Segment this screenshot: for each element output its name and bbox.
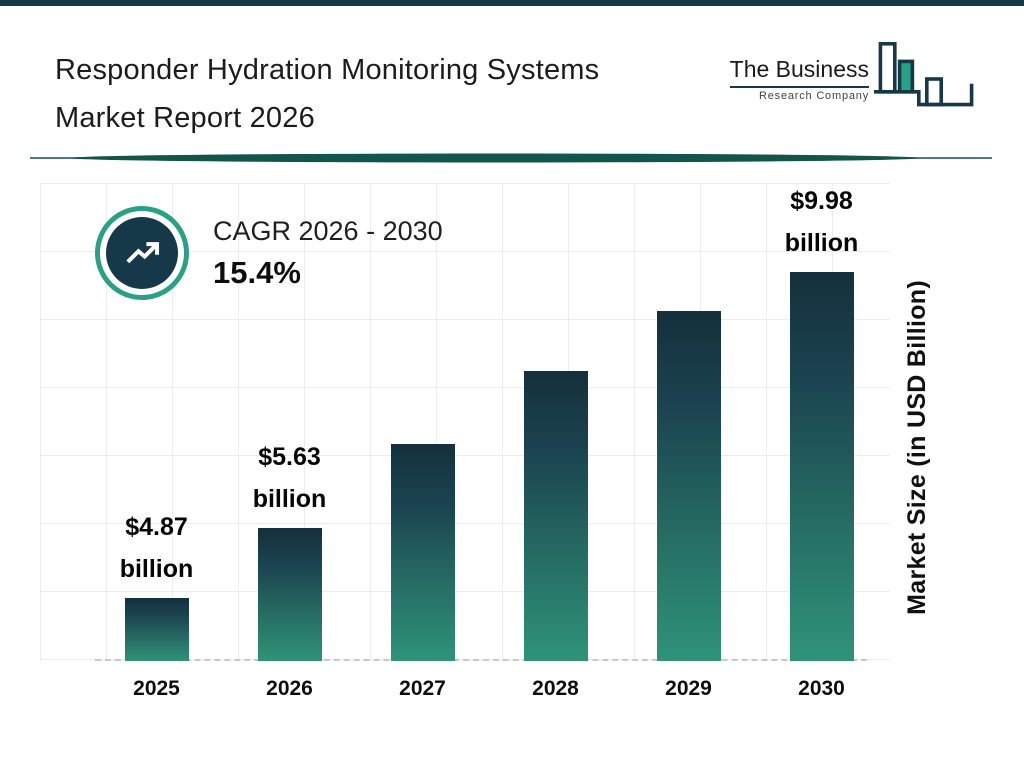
bar-column: $4.87 billion [90,506,223,661]
page-title-line1: Responder Hydration Monitoring Systems [55,54,600,86]
bar-2027 [390,444,455,661]
page-title: Responder Hydration Monitoring Systems M… [55,46,599,142]
bar-2030 [789,272,854,661]
logo-underline [729,86,869,88]
bar-2028 [523,371,588,661]
cagr-text: CAGR 2026 - 2030 15.4% [213,216,443,291]
bar-value-label: $4.87 billion [120,506,194,590]
bar-2029 [656,311,721,661]
company-logo-text: The Business Research Company [729,56,869,102]
x-axis-label-2029: 2029 [665,677,712,700]
bar-column [489,371,622,661]
page-title-line2: Market Report 2026 [55,102,315,134]
cagr-circle-inner [106,217,178,289]
x-axis-labels: 2025 2026 2027 2028 2029 2030 [90,677,890,701]
bar-column: $5.63 billion [223,436,356,661]
logo-name: The Business [729,56,869,82]
company-logo: The Business Research Company [729,40,978,107]
cagr-circle [95,206,189,300]
bar-chart-logo-icon [874,42,974,107]
cagr-label: CAGR 2026 - 2030 [213,215,443,246]
cagr-value: 15.4% [213,254,301,290]
bar-2025 [124,598,189,661]
x-axis-label-2026: 2026 [266,677,313,700]
x-axis-label-2025: 2025 [133,677,180,700]
bar-value-unit: billion [119,555,194,583]
header-divider [30,153,992,163]
y-axis-label: Market Size (in USD Billion) [903,280,931,615]
bar-column [622,311,755,661]
bars-container: $4.87 billion $5.63 billion $9.98 billion [90,180,888,661]
logo-subtitle: Research Company [758,90,869,102]
trend-up-icon [126,242,160,264]
x-axis-label-2028: 2028 [532,677,579,700]
bar-value-unit: billion [252,485,327,513]
bar-2026 [257,528,322,661]
bar-value-amount: $5.63 [258,443,321,471]
bar-value-unit: billion [784,229,859,257]
chart-baseline [95,659,867,661]
bar-column [356,444,489,661]
x-axis-label-2030: 2030 [798,677,845,700]
bar-value-label: $5.63 billion [253,436,327,520]
bar-value-amount: $4.87 [125,513,188,541]
top-border-strip [0,0,1024,6]
cagr-badge: CAGR 2026 - 2030 15.4% [95,206,443,300]
bar-value-amount: $9.98 [790,187,853,215]
bar-column: $9.98 billion [755,180,888,661]
x-axis-label-2027: 2027 [399,677,446,700]
bar-value-label: $9.98 billion [785,180,859,264]
